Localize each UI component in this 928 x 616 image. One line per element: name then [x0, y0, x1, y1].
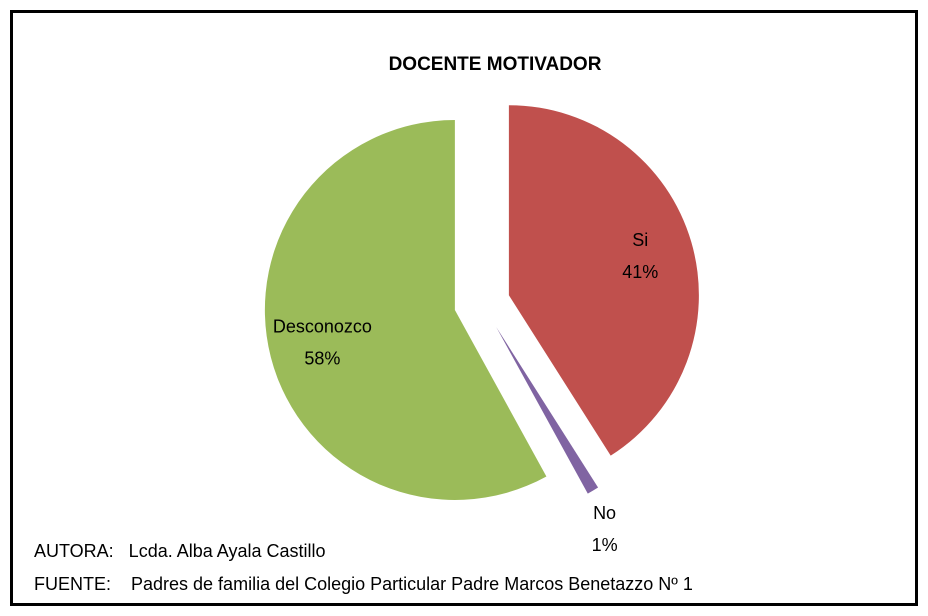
pie-slice — [496, 327, 599, 494]
pie-slice — [264, 119, 547, 500]
slice-value-label: 58% — [304, 349, 340, 369]
slice-label: Desconozco — [273, 317, 372, 337]
source-note: FUENTE: Padres de familia del Colegio Pa… — [34, 574, 693, 594]
chart-title: DOCENTE MOTIVADOR — [389, 54, 602, 75]
pie-slice — [508, 105, 699, 456]
slice-value-label: 1% — [592, 535, 618, 555]
author-note: AUTORA: Lcda. Alba Ayala Castillo — [34, 541, 325, 561]
slice-label: Si — [632, 230, 648, 250]
slice-value-label: 41% — [622, 262, 658, 282]
chart-frame — [10, 10, 918, 606]
slice-label: No — [593, 503, 616, 523]
